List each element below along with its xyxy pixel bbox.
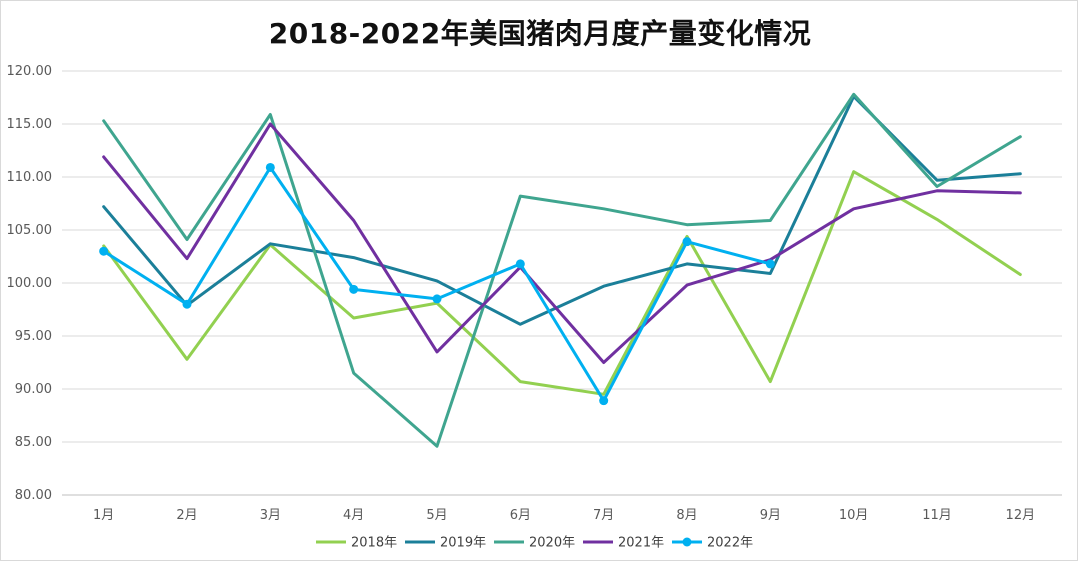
legend-label: 2021年	[618, 536, 664, 551]
y-tick-label: 105.00	[7, 223, 53, 238]
legend-label: 2020年	[529, 536, 575, 551]
data-point	[682, 237, 692, 247]
y-tick-label: 115.00	[7, 117, 53, 132]
legend: 2018年 2019年 2020年 2021年 2022年	[316, 536, 753, 551]
x-tick-label: 7月	[593, 508, 614, 523]
x-axis-tick-labels: 1月 2月 3月 4月 5月 6月 7月 8月 9月 10月 11月 12月	[93, 508, 1035, 523]
x-tick-label: 12月	[1006, 508, 1036, 523]
x-tick-label: 3月	[260, 508, 281, 523]
legend-marker	[682, 537, 692, 547]
legend-item: 2019年	[405, 536, 486, 551]
series-line-0	[102, 170, 1022, 396]
x-tick-label: 8月	[676, 508, 697, 523]
y-tick-label: 80.00	[15, 488, 52, 503]
x-tick-label: 9月	[760, 508, 781, 523]
legend-item: 2018年	[316, 536, 397, 551]
series-lines	[99, 92, 1022, 448]
series-line-4	[102, 166, 772, 403]
y-tick-label: 110.00	[7, 170, 53, 185]
data-point	[765, 259, 775, 269]
y-tick-label: 85.00	[15, 435, 52, 450]
y-tick-label: 100.00	[7, 276, 53, 291]
legend-label: 2019年	[440, 536, 486, 551]
data-point	[432, 294, 442, 304]
data-point	[265, 162, 275, 172]
x-tick-label: 4月	[343, 508, 364, 523]
x-tick-label: 10月	[839, 508, 869, 523]
series-line-2	[102, 92, 1022, 448]
legend-item: 2021年	[583, 536, 664, 551]
series-line-1	[102, 94, 1022, 326]
legend-item: 2020年	[494, 536, 575, 551]
x-tick-label: 2月	[176, 508, 197, 523]
gridlines	[62, 70, 1062, 496]
legend-label: 2018年	[351, 536, 397, 551]
x-tick-label: 6月	[510, 508, 531, 523]
data-point	[99, 246, 109, 256]
y-tick-label: 90.00	[15, 382, 52, 397]
data-point	[599, 396, 609, 406]
legend-item: 2022年	[672, 536, 753, 551]
y-tick-label: 120.00	[7, 64, 53, 79]
chart-title: 2018-2022年美国猪肉月度产量变化情况	[268, 17, 812, 50]
data-point	[349, 284, 359, 294]
series-line-3	[102, 122, 1022, 364]
x-tick-label: 11月	[922, 508, 952, 523]
data-point	[515, 259, 525, 269]
data-point	[182, 299, 192, 309]
x-tick-label: 1月	[93, 508, 114, 523]
y-axis-tick-labels: 80.00 85.00 90.00 95.00 100.00 105.00 110.00 11…	[7, 64, 53, 503]
y-tick-label: 95.00	[15, 329, 52, 344]
legend-label: 2022年	[707, 536, 753, 551]
x-tick-label: 5月	[426, 508, 447, 523]
